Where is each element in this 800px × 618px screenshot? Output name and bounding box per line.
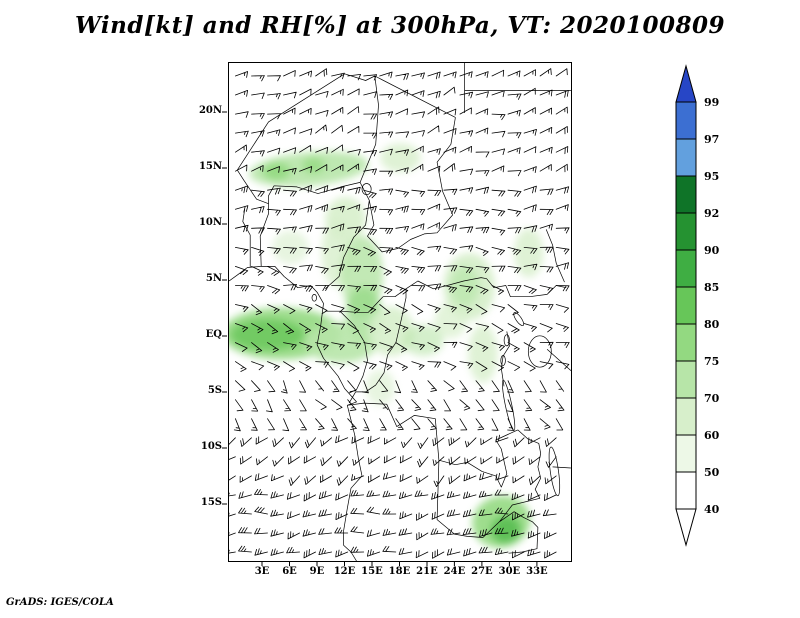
rh-shaded-region	[468, 324, 498, 383]
colorbar-segment	[675, 101, 697, 140]
rh-shaded-region	[380, 143, 421, 173]
colorbar-label: 70	[704, 392, 720, 405]
colorbar-segment	[675, 434, 697, 473]
colorbar-segment	[675, 323, 697, 362]
y-axis-label: 20N	[198, 104, 222, 116]
x-axis-label: 15E	[361, 566, 383, 577]
axis-ticks	[222, 111, 538, 566]
lake-outline	[500, 355, 506, 366]
x-axis-label: 6E	[282, 566, 297, 577]
rh-shading-layer	[229, 143, 544, 548]
colorbar-segment	[675, 249, 697, 288]
x-axis-label: 9E	[309, 566, 325, 577]
lake-outline	[311, 294, 317, 302]
colorbar-label: 99	[704, 96, 719, 109]
x-axis-label: 12E	[333, 566, 356, 577]
y-axis-label: 15S	[200, 496, 222, 508]
y-axis-label: EQ	[205, 328, 222, 340]
colorbar-segment	[675, 175, 697, 214]
rh-shaded-region	[230, 319, 305, 351]
y-axis-label: 5N	[205, 272, 222, 284]
colorbar-label: 50	[704, 466, 720, 479]
colorbar: 40 50 60 70 75 80 85 90 92 95 97 99	[675, 64, 720, 547]
colorbar-label: 40	[704, 503, 720, 516]
x-axis-label: 3E	[254, 566, 270, 577]
x-axis-label: 24E	[443, 566, 466, 577]
colorbar-below-triangle	[675, 508, 697, 547]
page-title: Wind[kt] and RH[%] at 300hPa, VT: 202010…	[74, 12, 726, 39]
map-borders	[229, 63, 571, 561]
x-axis-label: 27E	[471, 566, 493, 577]
grads-credit: GrADS: IGES/COLA	[6, 597, 114, 608]
x-axis-label: 18E	[388, 566, 411, 577]
colorbar-label: 80	[704, 318, 720, 331]
lake-outline	[548, 446, 561, 497]
rh-shaded-region	[272, 230, 309, 265]
wind-barbs-layer	[229, 68, 570, 559]
colorbar-segment	[675, 360, 697, 399]
rh-shaded-region	[403, 324, 444, 356]
lake-outline	[527, 335, 552, 368]
x-axis-label: 33E	[526, 566, 548, 577]
y-axis-label: 15N	[198, 160, 222, 172]
colorbar-segment	[675, 138, 697, 177]
colorbar-label: 75	[704, 355, 719, 368]
x-axis-label: 30E	[498, 566, 521, 577]
lake-outline	[513, 312, 525, 327]
colorbar-label: 60	[704, 429, 720, 442]
colorbar-segment	[675, 397, 697, 436]
colorbar-label: 92	[704, 207, 719, 220]
colorbar-label: 90	[704, 244, 720, 257]
map-borders-layer	[229, 63, 571, 561]
colorbar-segment	[675, 471, 697, 510]
colorbar-above-triangle	[675, 64, 697, 103]
colorbar-segment	[675, 212, 697, 251]
y-axis-label: 5S	[207, 384, 222, 396]
rh-shaded-region	[263, 162, 291, 181]
colorbar-label: 95	[704, 170, 719, 183]
rh-shaded-region	[365, 369, 395, 406]
colorbar-label: 85	[704, 281, 719, 294]
x-axis-label: 21E	[416, 566, 438, 577]
rh-shaded-region	[368, 306, 415, 356]
rh-shaded-region	[449, 266, 480, 307]
map-plot-area	[228, 62, 572, 562]
colorbar-segment	[675, 286, 697, 325]
y-axis-label: 10N	[198, 216, 222, 228]
lake-outline	[361, 183, 372, 196]
lake-outline	[503, 334, 510, 347]
colorbar-label: 97	[704, 133, 719, 146]
wind-barbs	[229, 68, 570, 559]
y-axis-label: 10S	[200, 440, 222, 452]
